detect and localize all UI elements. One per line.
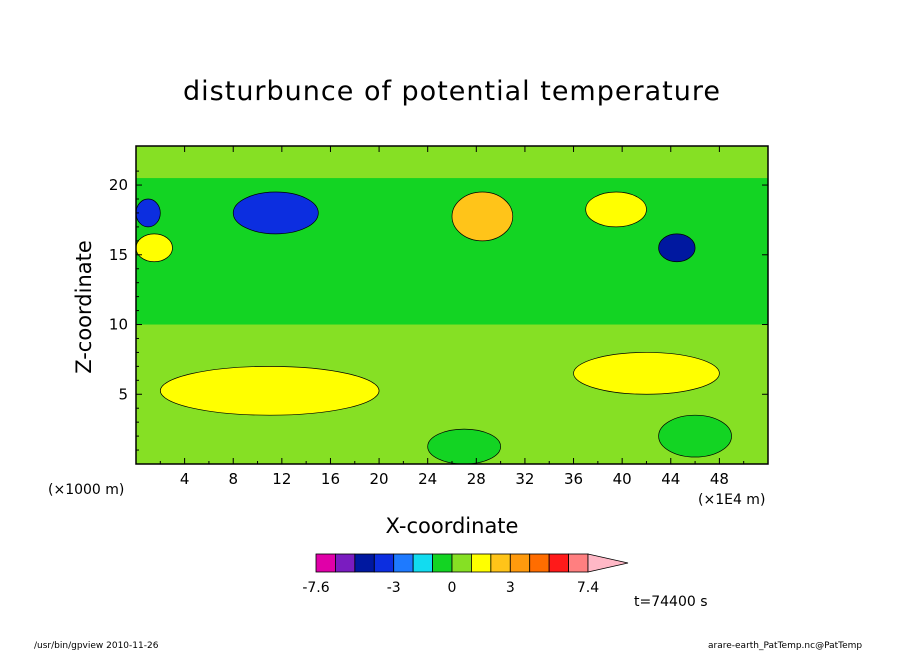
contour-region-cool-blob-1 (232, 191, 319, 235)
y-axis-label: Z-coordinate (72, 240, 96, 374)
colorbar-swatch (393, 553, 414, 573)
y-tick-label: 10 (109, 316, 128, 334)
contour-region-green-patch-2 (658, 414, 732, 458)
colorbar-swatch (471, 553, 492, 573)
colorbar-tick-label: 0 (448, 580, 457, 596)
contour-region-warm-blob-3 (585, 191, 647, 228)
contour-region-warm-blob-2 (451, 191, 514, 242)
colorbar: -7.6 -3 0 3 7.4 (302, 553, 629, 596)
colorbar-tick-label: -3 (387, 580, 401, 596)
contour-region-cool-blob-3 (136, 198, 161, 228)
x-tick-label: 4 (180, 470, 190, 488)
contour-region-warm-band-1 (159, 366, 380, 416)
x-tick-label: 20 (370, 470, 389, 488)
colorbar-swatch (354, 553, 375, 573)
footer-source: arare-earth_PatTemp.nc@PatTemp (708, 641, 863, 651)
x-tick-label: 28 (467, 470, 486, 488)
x-tick-label: 12 (272, 470, 291, 488)
time-label: t=74400 s (634, 594, 708, 610)
x-tick-label: 8 (228, 470, 238, 488)
colorbar-swatch (335, 553, 356, 573)
colorbar-swatch (529, 553, 550, 573)
colorbar-swatch (315, 553, 336, 573)
colorbar-swatch (490, 553, 511, 573)
y-axis: 5 10 15 20 (109, 170, 768, 451)
x-tick-label: 36 (564, 470, 583, 488)
chart-title: disturbunce of potential temperature (183, 76, 721, 107)
contour-region-top-yellow (136, 146, 768, 179)
y-tick-label: 15 (109, 246, 128, 264)
colorbar-tick-label: -7.6 (302, 580, 329, 596)
x-tick-label: 16 (321, 470, 340, 488)
x-unit-right: (×1E4 m) (698, 492, 766, 508)
x-tick-label: 40 (613, 470, 632, 488)
colorbar-swatch (412, 553, 433, 573)
x-tick-label: 44 (661, 470, 680, 488)
colorbar-swatch (373, 553, 395, 573)
x-axis: 4 8 12 16 20 24 28 32 36 40 44 48 (159, 146, 745, 488)
colorbar-overflow-arrow (587, 553, 629, 573)
colorbar-swatch (568, 553, 589, 573)
contour-region-warm-band-2 (573, 352, 720, 395)
colorbar-swatch (432, 553, 453, 573)
x-axis-label: X-coordinate (385, 514, 519, 538)
colorbar-swatch (509, 553, 531, 573)
colorbar-tick-label: 3 (506, 580, 515, 596)
colorbar-tick-label: 7.4 (577, 580, 599, 596)
contour-region-warm-blob-1 (136, 233, 173, 263)
x-tick-label: 24 (418, 470, 437, 488)
contour-fill-layer (136, 146, 768, 464)
x-unit-left: (×1000 m) (48, 482, 125, 498)
contour-region-green-patch-1 (427, 428, 501, 464)
colorbar-swatch (548, 553, 569, 573)
y-tick-label: 5 (118, 385, 128, 403)
colorbar-swatch (451, 553, 472, 573)
footer-program-date: /usr/bin/gpview 2010-11-26 (34, 641, 159, 651)
x-tick-label: 32 (515, 470, 534, 488)
y-tick-label: 20 (109, 176, 128, 194)
x-tick-label: 48 (710, 470, 729, 488)
contour-region-cool-blob-2 (658, 233, 696, 263)
